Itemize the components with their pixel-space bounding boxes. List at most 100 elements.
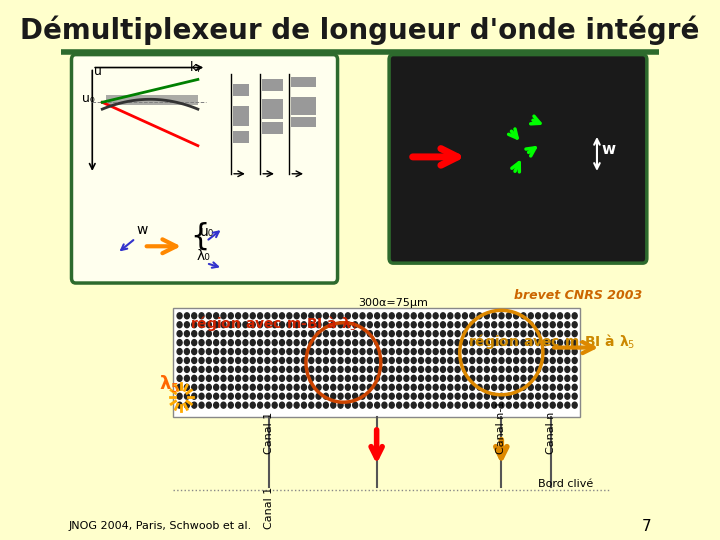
Circle shape <box>513 367 518 373</box>
Circle shape <box>572 393 577 399</box>
Circle shape <box>316 375 321 381</box>
Circle shape <box>374 313 379 319</box>
Circle shape <box>550 384 555 390</box>
Circle shape <box>506 357 511 363</box>
Circle shape <box>338 375 343 381</box>
Circle shape <box>235 375 240 381</box>
Circle shape <box>557 348 562 355</box>
Circle shape <box>557 367 562 373</box>
Circle shape <box>272 348 277 355</box>
Circle shape <box>323 384 328 390</box>
Circle shape <box>228 357 233 363</box>
Circle shape <box>543 313 548 319</box>
Circle shape <box>279 348 284 355</box>
Circle shape <box>404 384 409 390</box>
Circle shape <box>323 393 328 399</box>
Circle shape <box>309 375 314 381</box>
Circle shape <box>404 340 409 346</box>
Circle shape <box>302 375 307 381</box>
Circle shape <box>353 330 358 336</box>
Circle shape <box>207 375 212 381</box>
Circle shape <box>469 367 474 373</box>
Text: {: { <box>190 221 210 251</box>
Circle shape <box>207 384 212 390</box>
Text: 7: 7 <box>642 519 651 534</box>
Circle shape <box>374 367 379 373</box>
Circle shape <box>462 393 467 399</box>
Circle shape <box>323 357 328 363</box>
Circle shape <box>302 348 307 355</box>
Circle shape <box>492 393 497 399</box>
Circle shape <box>338 367 343 373</box>
Text: Canal n-1: Canal n-1 <box>496 401 506 454</box>
Circle shape <box>221 357 226 363</box>
Circle shape <box>382 340 387 346</box>
Circle shape <box>441 384 446 390</box>
Text: 300α=75μm: 300α=75μm <box>359 298 428 308</box>
Circle shape <box>390 367 395 373</box>
Text: Canal 1: Canal 1 <box>264 487 274 529</box>
Circle shape <box>404 322 409 328</box>
Circle shape <box>265 384 270 390</box>
Circle shape <box>565 357 570 363</box>
Circle shape <box>441 313 446 319</box>
Circle shape <box>455 330 460 336</box>
Circle shape <box>272 330 277 336</box>
Circle shape <box>330 330 336 336</box>
Circle shape <box>528 375 534 381</box>
Circle shape <box>221 322 226 328</box>
Circle shape <box>469 375 474 381</box>
Text: brevet CNRS 2003: brevet CNRS 2003 <box>514 289 643 302</box>
Circle shape <box>228 348 233 355</box>
Circle shape <box>374 322 379 328</box>
Circle shape <box>543 393 548 399</box>
Circle shape <box>272 367 277 373</box>
Circle shape <box>235 322 240 328</box>
Circle shape <box>557 330 562 336</box>
Circle shape <box>521 340 526 346</box>
Circle shape <box>477 375 482 381</box>
Circle shape <box>565 322 570 328</box>
Circle shape <box>521 322 526 328</box>
Circle shape <box>557 313 562 319</box>
Circle shape <box>235 330 240 336</box>
Circle shape <box>477 322 482 328</box>
Circle shape <box>411 367 416 373</box>
Circle shape <box>477 348 482 355</box>
Circle shape <box>346 322 351 328</box>
Circle shape <box>506 375 511 381</box>
Circle shape <box>294 330 299 336</box>
Circle shape <box>184 322 189 328</box>
Circle shape <box>485 393 490 399</box>
Circle shape <box>287 348 292 355</box>
Circle shape <box>469 348 474 355</box>
Circle shape <box>528 348 534 355</box>
Circle shape <box>272 313 277 319</box>
Circle shape <box>309 313 314 319</box>
Circle shape <box>492 384 497 390</box>
Circle shape <box>492 340 497 346</box>
Circle shape <box>513 348 518 355</box>
Circle shape <box>192 348 197 355</box>
Circle shape <box>411 357 416 363</box>
Circle shape <box>287 384 292 390</box>
Circle shape <box>513 402 518 408</box>
Circle shape <box>287 375 292 381</box>
Circle shape <box>177 367 182 373</box>
Circle shape <box>557 384 562 390</box>
Circle shape <box>338 330 343 336</box>
Circle shape <box>550 322 555 328</box>
Circle shape <box>536 313 541 319</box>
Circle shape <box>441 393 446 399</box>
Circle shape <box>374 393 379 399</box>
Circle shape <box>192 384 197 390</box>
Circle shape <box>207 357 212 363</box>
Circle shape <box>184 367 189 373</box>
Circle shape <box>521 313 526 319</box>
Circle shape <box>309 330 314 336</box>
Circle shape <box>323 330 328 336</box>
Circle shape <box>513 384 518 390</box>
Circle shape <box>330 384 336 390</box>
Circle shape <box>214 340 219 346</box>
Circle shape <box>528 402 534 408</box>
